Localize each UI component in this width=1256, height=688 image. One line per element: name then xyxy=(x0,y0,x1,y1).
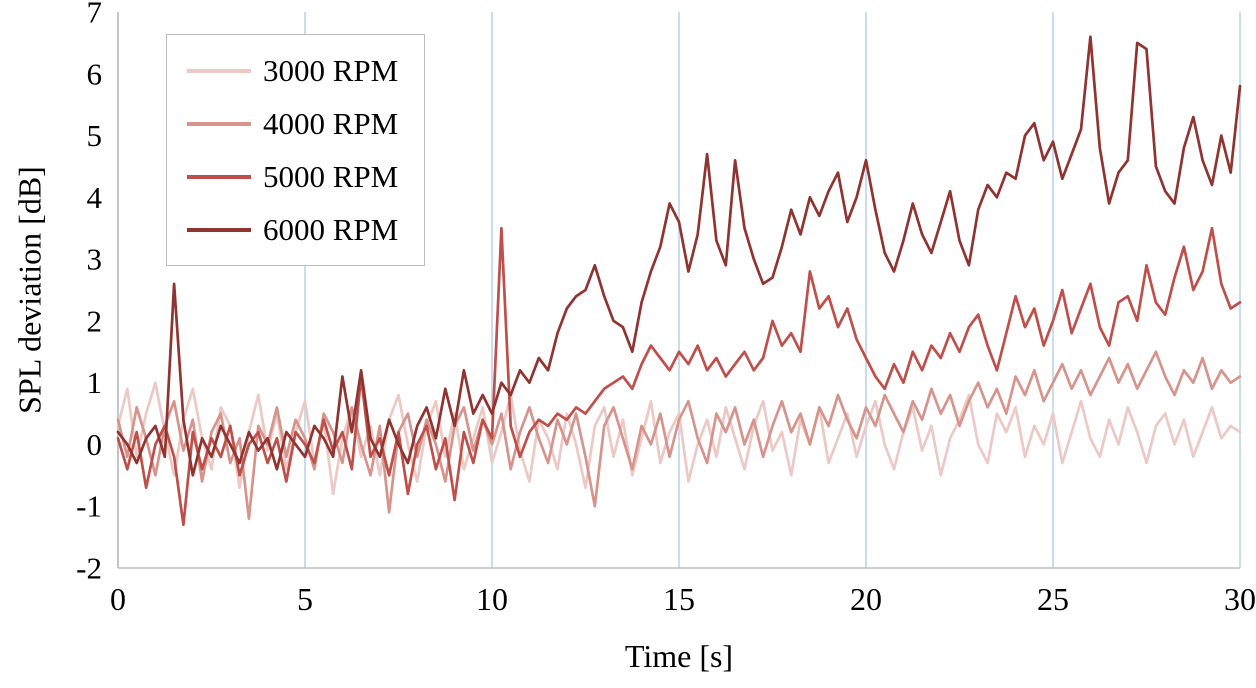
x-tick-label: 25 xyxy=(1037,581,1069,617)
series-line-6000-rpm xyxy=(116,35,1242,477)
y-tick-label: -2 xyxy=(76,551,102,586)
legend-item: 6000 RPM xyxy=(187,206,398,253)
x-tick-label: 20 xyxy=(850,581,882,617)
legend-item: 3000 RPM xyxy=(187,47,398,94)
x-tick-label: 5 xyxy=(297,581,313,617)
x-axis-title: Time [s] xyxy=(624,638,734,674)
legend: 3000 RPM 4000 RPM 5000 RPM 6000 RPM xyxy=(166,34,426,266)
series-line-3000-rpm xyxy=(116,381,1242,496)
legend-line-swatch xyxy=(187,68,251,73)
y-tick-label: 3 xyxy=(87,242,103,277)
legend-label: 3000 RPM xyxy=(263,53,399,88)
y-tick-label: -1 xyxy=(76,489,102,524)
series-line-4000-rpm xyxy=(116,350,1242,520)
y-tick-label: 5 xyxy=(87,118,103,153)
x-tick-label: 10 xyxy=(476,581,508,617)
legend-label: 6000 RPM xyxy=(263,212,399,247)
y-axis-title: SPL deviation [dB] xyxy=(11,166,48,414)
legend-label: 5000 RPM xyxy=(263,159,399,194)
y-tick-label: 4 xyxy=(87,180,103,215)
legend-label: 4000 RPM xyxy=(263,106,399,141)
legend-item: 4000 RPM xyxy=(187,100,398,147)
y-tick-label: 0 xyxy=(87,427,103,462)
legend-item: 5000 RPM xyxy=(187,153,398,200)
legend-line-swatch xyxy=(187,227,251,232)
legend-line-swatch xyxy=(187,121,251,126)
series-line-5000-rpm xyxy=(116,226,1242,527)
y-tick-label: 2 xyxy=(87,303,103,338)
y-tick-label: 6 xyxy=(87,56,103,91)
y-tick-label: 1 xyxy=(87,365,103,400)
y-tick-label: 7 xyxy=(87,0,103,30)
legend-line-swatch xyxy=(187,174,251,179)
x-tick-label: 0 xyxy=(110,581,126,617)
x-tick-label: 15 xyxy=(663,581,695,617)
x-tick-label: 30 xyxy=(1224,581,1256,617)
